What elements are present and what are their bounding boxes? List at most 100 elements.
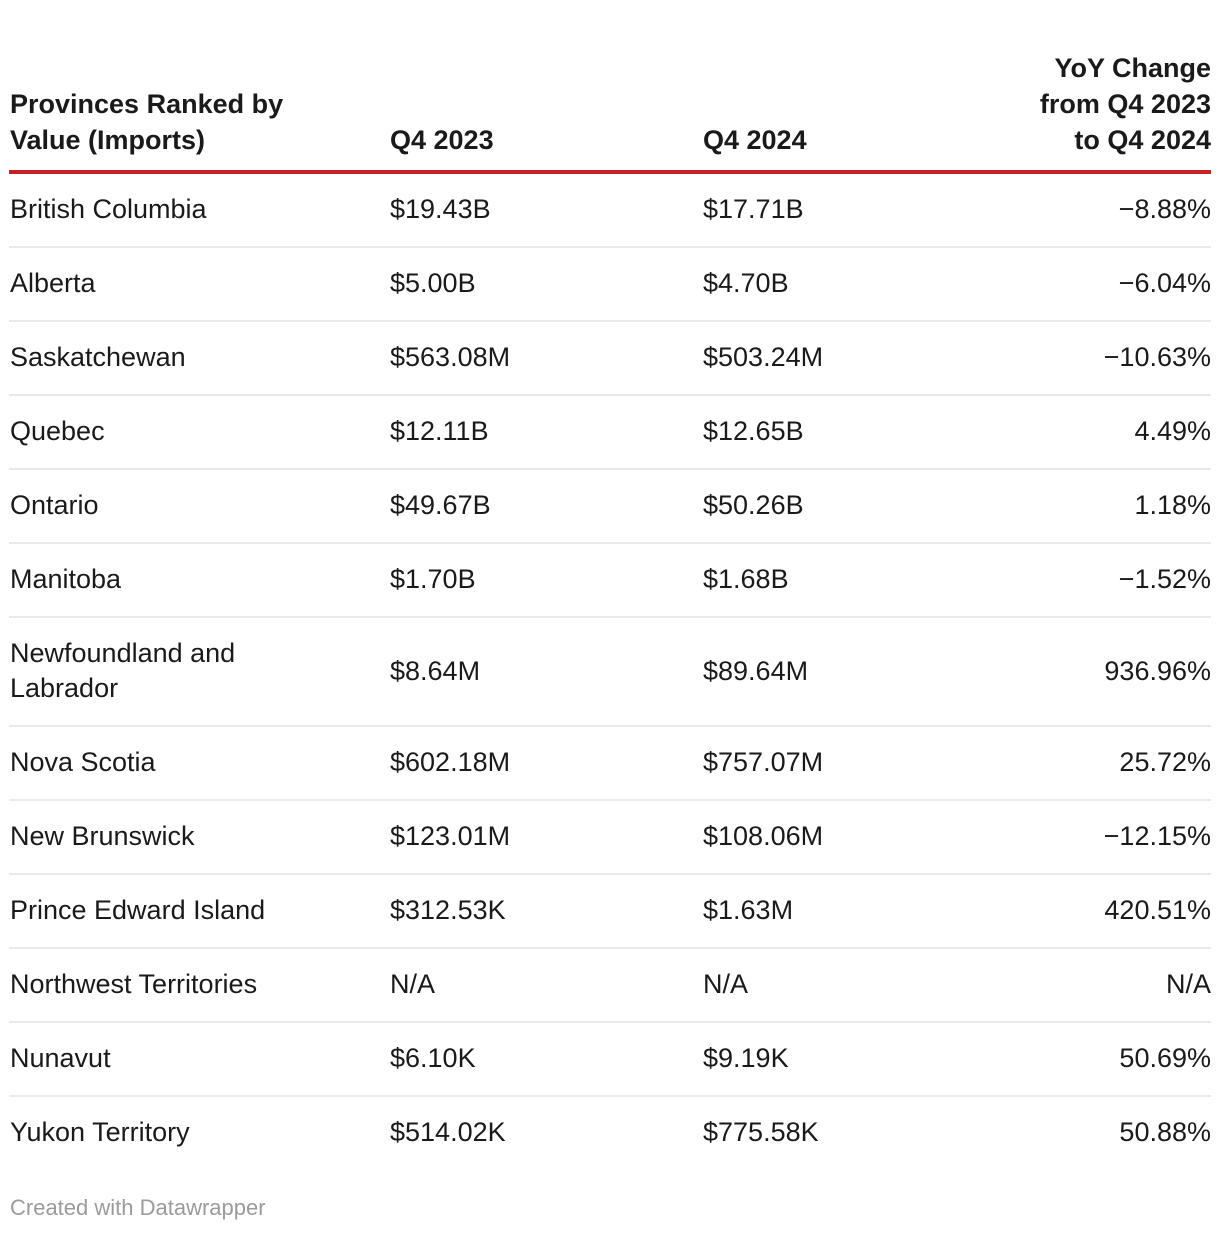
q4-2024-value: $1.68B [703, 564, 789, 594]
q4-2023-value: $6.10K [390, 1043, 476, 1073]
cell-province: Nunavut [9, 1021, 389, 1096]
province-label: Prince Edward Island [10, 895, 266, 925]
q4-2024-value: $775.58K [703, 1117, 819, 1147]
cell-province: Northwest Territories [9, 947, 389, 1022]
cell-q4-2024: $108.06M [702, 799, 1015, 874]
table-row: Prince Edward Island $312.53K $1.63M 420… [9, 873, 1211, 948]
cell-q4-2024: $12.65B [702, 394, 1015, 469]
table-row: Quebec $12.11B $12.65B 4.49% [9, 394, 1211, 469]
q4-2023-value: $1.70B [390, 564, 476, 594]
q4-2024-value: $50.26B [703, 490, 804, 520]
cell-yoy-change: 50.88% [1015, 1095, 1211, 1169]
cell-q4-2024: $50.26B [702, 468, 1015, 543]
cell-yoy-change: 50.69% [1015, 1021, 1211, 1096]
provinces-imports-table: Provinces Ranked by Value (Imports) Q4 2… [9, 0, 1211, 1169]
table-row: New Brunswick $123.01M $108.06M −12.15% [9, 799, 1211, 874]
q4-2023-value: $49.67B [390, 490, 491, 520]
table-row: British Columbia $19.43B $17.71B −8.88% [9, 172, 1211, 247]
cell-province: Ontario [9, 468, 389, 543]
cell-yoy-change: −6.04% [1015, 246, 1211, 321]
header-provinces-ranked: Provinces Ranked by Value (Imports) [9, 0, 389, 174]
table-header: Provinces Ranked by Value (Imports) Q4 2… [9, 0, 1211, 174]
province-label: Nunavut [10, 1043, 111, 1073]
header-q4-2024: Q4 2024 [702, 0, 1015, 174]
cell-q4-2023: $514.02K [389, 1095, 702, 1169]
table-header-row: Provinces Ranked by Value (Imports) Q4 2… [9, 0, 1211, 174]
cell-q4-2024: $4.70B [702, 246, 1015, 321]
cell-yoy-change: 936.96% [1015, 616, 1211, 726]
table-row: Nunavut $6.10K $9.19K 50.69% [9, 1021, 1211, 1096]
province-label: British Columbia [10, 194, 207, 224]
yoy-change-value: −10.63% [1103, 342, 1211, 372]
table-row: Ontario $49.67B $50.26B 1.18% [9, 468, 1211, 543]
table-body: British Columbia $19.43B $17.71B −8.88% … [9, 172, 1211, 1169]
cell-province: Manitoba [9, 542, 389, 617]
province-label: Northwest Territories [10, 969, 258, 999]
q4-2024-value: $757.07M [703, 747, 824, 777]
q4-2024-value: N/A [703, 969, 749, 999]
province-label: Saskatchewan [10, 342, 186, 372]
yoy-change-value: 4.49% [1134, 416, 1211, 446]
q4-2024-value: $89.64M [703, 655, 809, 686]
q4-2024-value: $503.24M [703, 342, 824, 372]
cell-q4-2024: $17.71B [702, 172, 1015, 247]
province-label: Newfoundland and Labrador [10, 638, 236, 703]
cell-q4-2023: $8.64M [389, 616, 702, 726]
cell-q4-2024: $89.64M [702, 616, 1015, 726]
cell-yoy-change: −1.52% [1015, 542, 1211, 617]
cell-province: Prince Edward Island [9, 873, 389, 948]
cell-q4-2023: $312.53K [389, 873, 702, 948]
q4-2023-value: $19.43B [390, 194, 491, 224]
cell-province: Yukon Territory [9, 1095, 389, 1169]
cell-q4-2023: $1.70B [389, 542, 702, 617]
table-row: Northwest Territories N/A N/A N/A [9, 947, 1211, 1022]
q4-2024-value: $12.65B [703, 416, 804, 446]
yoy-change-value: 1.18% [1134, 490, 1211, 520]
q4-2023-value: $12.11B [390, 416, 489, 446]
cell-q4-2024: $757.07M [702, 725, 1015, 800]
q4-2024-value: $1.63M [703, 895, 794, 925]
cell-province: Quebec [9, 394, 389, 469]
cell-q4-2023: $49.67B [389, 468, 702, 543]
yoy-change-value: −6.04% [1118, 268, 1211, 298]
yoy-change-value: 25.72% [1119, 747, 1211, 777]
cell-yoy-change: N/A [1015, 947, 1211, 1022]
yoy-change-value: 50.69% [1119, 1043, 1211, 1073]
header-q4-2023: Q4 2023 [389, 0, 702, 174]
cell-q4-2024: $503.24M [702, 320, 1015, 395]
header-yoy-change: YoY Change from Q4 2023 to Q4 2024 [1015, 0, 1211, 174]
yoy-change-value: 50.88% [1119, 1117, 1211, 1147]
table-row: Manitoba $1.70B $1.68B −1.52% [9, 542, 1211, 617]
q4-2024-value: $4.70B [703, 268, 789, 298]
q4-2023-value: $312.53K [390, 895, 506, 925]
cell-yoy-change: −8.88% [1015, 172, 1211, 247]
cell-q4-2024: $775.58K [702, 1095, 1015, 1169]
q4-2023-value: N/A [390, 969, 436, 999]
q4-2023-value: $8.64M [390, 655, 481, 686]
cell-province: New Brunswick [9, 799, 389, 874]
cell-province: Saskatchewan [9, 320, 389, 395]
province-label: Manitoba [10, 564, 122, 594]
cell-yoy-change: −12.15% [1015, 799, 1211, 874]
table-footer: Created with Datawrapper [10, 1195, 1211, 1221]
cell-province: Newfoundland and Labrador [9, 616, 389, 726]
yoy-change-value: N/A [1165, 969, 1211, 999]
table-row: Alberta $5.00B $4.70B −6.04% [9, 246, 1211, 321]
cell-province: British Columbia [9, 172, 389, 247]
datawrapper-attribution-link[interactable]: Created with Datawrapper [10, 1195, 266, 1220]
cell-q4-2024: $1.68B [702, 542, 1015, 617]
yoy-change-value: 936.96% [1104, 655, 1211, 686]
cell-q4-2023: $19.43B [389, 172, 702, 247]
province-label: Yukon Territory [10, 1117, 190, 1147]
yoy-change-value: −12.15% [1103, 821, 1211, 851]
province-label: Quebec [10, 416, 105, 446]
cell-yoy-change: 4.49% [1015, 394, 1211, 469]
cell-q4-2024: $1.63M [702, 873, 1015, 948]
cell-q4-2023: $5.00B [389, 246, 702, 321]
province-label: Alberta [10, 268, 96, 298]
cell-province: Nova Scotia [9, 725, 389, 800]
province-label: Nova Scotia [10, 747, 156, 777]
cell-q4-2023: $123.01M [389, 799, 702, 874]
cell-q4-2024: $9.19K [702, 1021, 1015, 1096]
q4-2023-value: $514.02K [390, 1117, 506, 1147]
